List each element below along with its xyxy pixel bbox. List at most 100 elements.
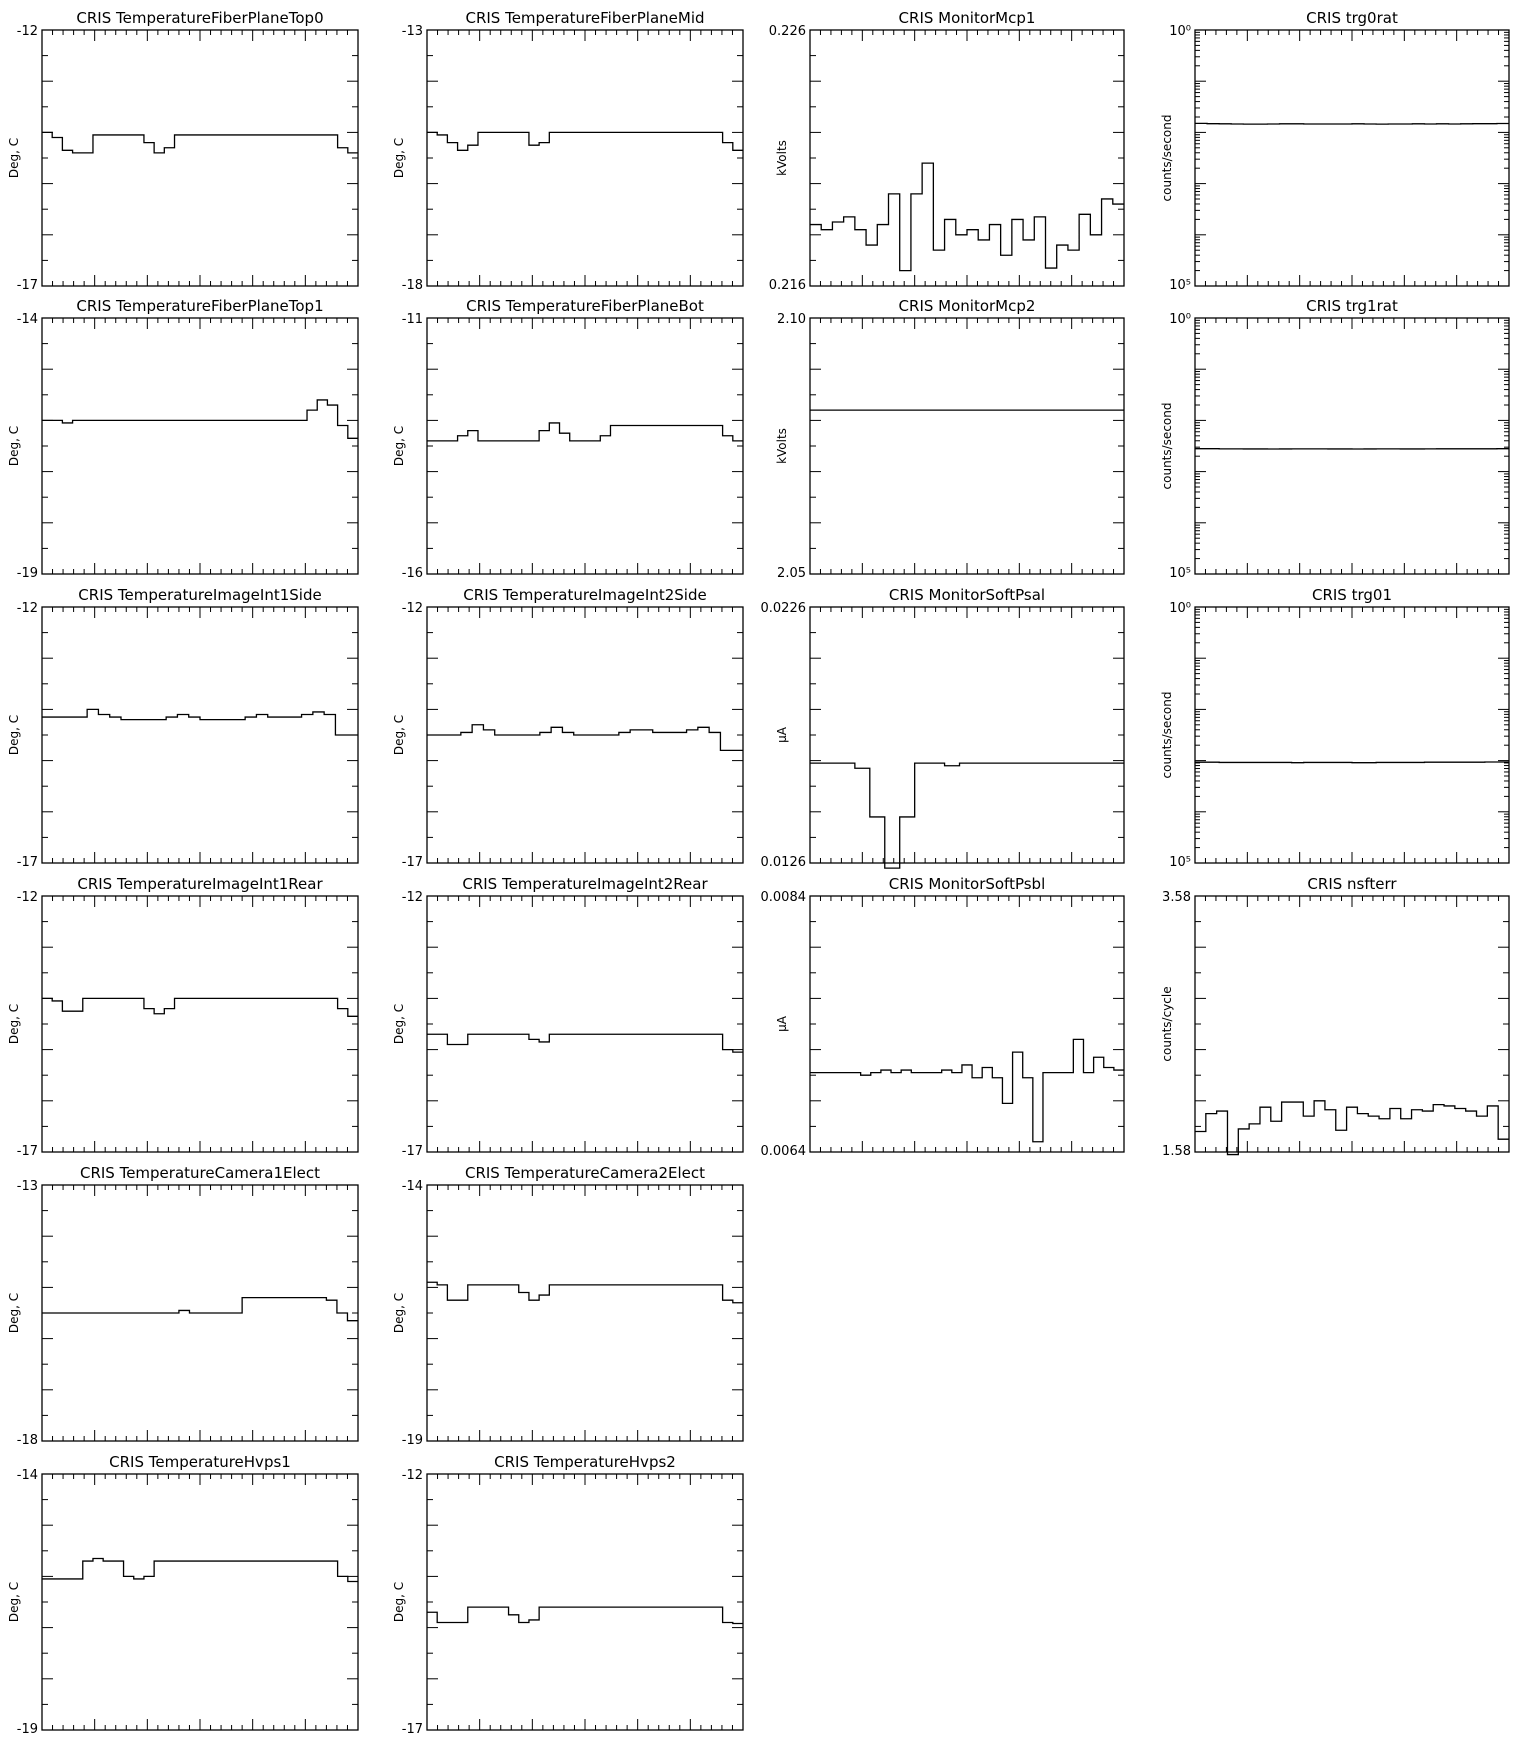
chart-title: CRIS trg0rat [1306, 9, 1398, 27]
chart-panel: CRIS TemperatureFiberPlaneBot -11 -16 Deg, … [392, 297, 744, 581]
chart-title: CRIS TemperatureImageInt1Side [78, 586, 321, 604]
y-axis-label: μA [775, 1015, 789, 1032]
plot-frame [41, 29, 359, 287]
data-series-line [427, 724, 743, 752]
chart-title: CRIS trg01 [1312, 586, 1392, 604]
data-series-line [810, 762, 1124, 869]
data-series-line [42, 1557, 358, 1583]
y-tick-label-top: 10⁰ [1169, 312, 1191, 327]
plot-frame [1194, 895, 1510, 1153]
chart-title: CRIS TemperatureImageInt1Rear [77, 875, 323, 893]
y-tick-label-bottom: -18 [17, 1433, 38, 1448]
y-tick-label-bottom: -18 [402, 278, 423, 293]
y-axis-label: counts/cycle [1160, 986, 1174, 1061]
plot-frame [41, 1473, 359, 1731]
plot-frame [1194, 29, 1510, 287]
chart-panel: CRIS nsfterr 3.58 1.58 counts/cycle [1160, 875, 1510, 1159]
y-tick-label-bottom: -19 [17, 1722, 38, 1737]
y-tick-label-bottom: 1.58 [1162, 1144, 1191, 1159]
chart-panel: CRIS TemperatureHvps1 -14 -19 Deg, C [7, 1453, 359, 1737]
chart-panel: CRIS TemperatureFiberPlaneTop1 -14 -19 Deg,… [7, 297, 359, 581]
y-tick-label-bottom: -17 [402, 1144, 423, 1159]
y-axis-label: Deg, C [392, 1004, 406, 1044]
y-tick-label-top: -12 [17, 24, 38, 39]
data-series-line [42, 997, 358, 1017]
chart-panel: CRIS TemperatureImageInt1Rear -12 -17 Deg, … [7, 875, 359, 1159]
y-tick-label-bottom: -17 [17, 1144, 38, 1159]
data-series-line [42, 708, 358, 736]
y-axis-label: μA [775, 726, 789, 743]
chart-title: CRIS TemperatureHvps2 [494, 1453, 676, 1471]
chart-title: CRIS TemperatureImageInt2Side [463, 586, 706, 604]
chart-title: CRIS nsfterr [1307, 875, 1397, 893]
chart-panel: CRIS MonitorMcp2 2.10 2.05 kVolts [775, 297, 1125, 581]
y-axis-label: Deg, C [7, 1004, 21, 1044]
y-tick-label-top: -14 [402, 1179, 423, 1194]
y-tick-label-bottom: 2.05 [777, 566, 806, 581]
data-series-line [427, 1606, 743, 1625]
plot-frame [809, 317, 1125, 575]
data-series-line [427, 131, 743, 151]
data-series-line [1195, 122, 1509, 125]
y-axis-label: Deg, C [7, 1293, 21, 1333]
chart-panel: CRIS TemperatureImageInt1Side -12 -17 Deg, … [7, 586, 359, 870]
y-tick-label-top: 0.0226 [761, 601, 807, 616]
y-tick-label-top: -13 [402, 24, 423, 39]
plot-frame [41, 317, 359, 575]
y-axis-label: Deg, C [392, 715, 406, 755]
chart-title: CRIS TemperatureFiberPlaneTop1 [76, 297, 323, 315]
plot-frame [426, 1473, 744, 1731]
y-tick-label-top: -13 [17, 1179, 38, 1194]
y-tick-label-bottom: 10⁵ [1169, 566, 1191, 581]
y-axis-label: Deg, C [7, 138, 21, 178]
y-tick-label-bottom: -17 [17, 278, 38, 293]
y-tick-label-bottom: 0.0064 [761, 1144, 807, 1159]
y-tick-label-top: 3.58 [1162, 890, 1191, 905]
chart-title: CRIS TemperatureCamera1Elect [80, 1164, 320, 1182]
y-axis-label: counts/second [1160, 115, 1174, 202]
y-axis-label: Deg, C [392, 1293, 406, 1333]
plot-frame [426, 317, 744, 575]
y-tick-label-bottom: 0.216 [769, 278, 806, 293]
y-tick-label-bottom: -17 [17, 855, 38, 870]
chart-title: CRIS MonitorSoftPsal [889, 586, 1045, 604]
chart-panel: CRIS TemperatureCamera1Elect -13 -18 Deg, C [7, 1164, 359, 1448]
data-series-line [427, 422, 743, 442]
plot-frame [41, 606, 359, 864]
chart-title: CRIS TemperatureFiberPlaneMid [465, 9, 704, 27]
y-tick-label-bottom: -17 [402, 1722, 423, 1737]
y-axis-label: Deg, C [392, 426, 406, 466]
chart-panel: CRIS TemperatureHvps2 -12 -17 Deg, C [392, 1453, 744, 1737]
y-axis-label: Deg, C [7, 426, 21, 466]
chart-title: CRIS MonitorMcp1 [899, 9, 1036, 27]
y-tick-label-top: -11 [402, 312, 423, 327]
y-axis-label: counts/second [1160, 403, 1174, 490]
chart-title: CRIS TemperatureHvps1 [109, 1453, 291, 1471]
y-axis-label: Deg, C [7, 1582, 21, 1622]
y-tick-label-bottom: -19 [402, 1433, 423, 1448]
y-tick-label-top: 0.226 [769, 24, 806, 39]
y-tick-label-top: 10⁰ [1169, 601, 1191, 616]
chart-panel: CRIS TemperatureImageInt2Rear -12 -17 Deg, … [392, 875, 744, 1159]
chart-panel: CRIS TemperatureImageInt2Side -12 -17 Deg, … [392, 586, 744, 870]
chart-panel: CRIS trg1rat 10⁰ 10⁵ counts/second [1160, 297, 1510, 581]
plot-frame [1194, 317, 1510, 575]
y-tick-label-bottom: 10⁵ [1169, 855, 1191, 870]
chart-panel: CRIS MonitorSoftPsal 0.0226 0.0126 μA [761, 586, 1125, 870]
chart-title: CRIS MonitorSoftPsbl [889, 875, 1046, 893]
chart-panel: CRIS TemperatureFiberPlaneMid -13 -18 Deg, … [392, 9, 744, 293]
chart-title: CRIS TemperatureFiberPlaneBot [466, 297, 704, 315]
data-series-line [1195, 761, 1509, 764]
y-tick-label-bottom: 10⁵ [1169, 278, 1191, 293]
data-series-line [427, 1281, 743, 1304]
chart-panel: CRIS TemperatureCamera2Elect -14 -19 Deg, C [392, 1164, 744, 1448]
chart-panel: CRIS trg0rat 10⁰ 10⁵ counts/second [1160, 9, 1510, 293]
data-series-line [42, 131, 358, 154]
y-tick-label-top: -14 [17, 312, 38, 327]
plot-frame [426, 1184, 744, 1442]
chart-panel: CRIS MonitorMcp1 0.226 0.216 kVolts [769, 9, 1125, 293]
y-tick-label-top: -12 [402, 601, 423, 616]
data-series-line [427, 1033, 743, 1053]
y-axis-label: Deg, C [392, 138, 406, 178]
